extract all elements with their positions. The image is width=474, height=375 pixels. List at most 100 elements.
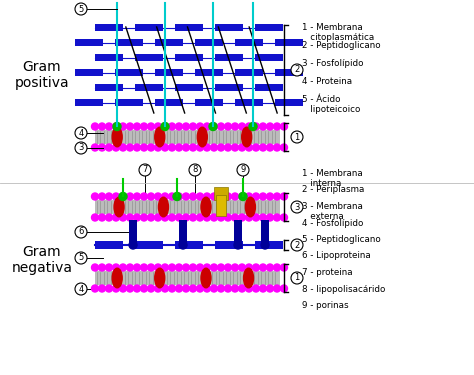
Circle shape: [168, 214, 175, 221]
Circle shape: [203, 264, 210, 271]
Circle shape: [75, 127, 87, 139]
Circle shape: [259, 144, 266, 151]
Circle shape: [281, 214, 288, 221]
Circle shape: [134, 123, 140, 130]
Circle shape: [231, 285, 238, 292]
Bar: [214, 188, 228, 200]
Circle shape: [140, 264, 147, 271]
Circle shape: [234, 241, 242, 249]
Text: 2 - Peptidoglicano: 2 - Peptidoglicano: [302, 41, 381, 50]
Text: 3 - Fosfolípido: 3 - Fosfolípido: [302, 59, 364, 68]
Circle shape: [189, 164, 201, 176]
Text: 1: 1: [294, 132, 300, 141]
Bar: [215, 241, 243, 249]
Circle shape: [182, 285, 190, 292]
Bar: [75, 99, 103, 106]
Circle shape: [119, 285, 127, 292]
Circle shape: [119, 144, 127, 151]
Circle shape: [197, 193, 203, 200]
Ellipse shape: [197, 127, 207, 147]
Circle shape: [75, 252, 87, 264]
Circle shape: [140, 123, 147, 130]
Circle shape: [259, 123, 266, 130]
Text: 1 - Membrana
   citoplasmática: 1 - Membrana citoplasmática: [302, 23, 374, 42]
Text: 1: 1: [294, 273, 300, 282]
Circle shape: [218, 264, 225, 271]
Bar: [75, 39, 103, 46]
Ellipse shape: [114, 197, 124, 217]
Text: 1 - Membrana
   interna: 1 - Membrana interna: [302, 169, 363, 188]
Circle shape: [155, 144, 162, 151]
Circle shape: [112, 264, 119, 271]
Ellipse shape: [155, 268, 165, 288]
Circle shape: [225, 123, 231, 130]
Circle shape: [203, 285, 210, 292]
Bar: [115, 99, 143, 106]
Circle shape: [162, 214, 168, 221]
Circle shape: [106, 123, 112, 130]
Circle shape: [259, 285, 266, 292]
Bar: [95, 25, 280, 115]
Circle shape: [266, 144, 273, 151]
Circle shape: [210, 123, 218, 130]
Ellipse shape: [155, 127, 165, 147]
Circle shape: [210, 285, 218, 292]
Bar: [95, 24, 123, 31]
Text: 9 - porinas: 9 - porinas: [302, 301, 348, 310]
Circle shape: [225, 193, 231, 200]
Ellipse shape: [242, 127, 252, 147]
Circle shape: [119, 214, 127, 221]
Circle shape: [106, 214, 112, 221]
Circle shape: [75, 142, 87, 154]
Circle shape: [225, 214, 231, 221]
Circle shape: [231, 264, 238, 271]
Circle shape: [291, 131, 303, 143]
Circle shape: [162, 285, 168, 292]
Circle shape: [91, 285, 99, 292]
Circle shape: [190, 214, 197, 221]
Circle shape: [253, 285, 259, 292]
Circle shape: [210, 193, 218, 200]
Circle shape: [253, 193, 259, 200]
Circle shape: [291, 201, 303, 213]
Circle shape: [119, 192, 127, 201]
Ellipse shape: [201, 197, 211, 217]
Circle shape: [99, 285, 106, 292]
Circle shape: [140, 214, 147, 221]
Circle shape: [238, 285, 246, 292]
Circle shape: [99, 214, 106, 221]
Circle shape: [190, 123, 197, 130]
Circle shape: [197, 285, 203, 292]
Circle shape: [147, 264, 155, 271]
Bar: [275, 69, 303, 76]
Ellipse shape: [201, 268, 211, 288]
Text: 3 - Membrana
   externa: 3 - Membrana externa: [302, 202, 363, 221]
Circle shape: [175, 193, 182, 200]
Circle shape: [238, 123, 246, 130]
Circle shape: [127, 144, 134, 151]
Bar: [216, 195, 226, 216]
Circle shape: [91, 264, 99, 271]
Circle shape: [190, 264, 197, 271]
Circle shape: [225, 285, 231, 292]
Circle shape: [113, 123, 121, 130]
Circle shape: [238, 264, 246, 271]
Circle shape: [112, 214, 119, 221]
Circle shape: [218, 285, 225, 292]
Circle shape: [99, 144, 106, 151]
Circle shape: [112, 144, 119, 151]
Circle shape: [210, 214, 218, 221]
Circle shape: [281, 193, 288, 200]
Bar: [235, 69, 263, 76]
Circle shape: [119, 193, 127, 200]
Bar: [155, 99, 183, 106]
Bar: [179, 220, 187, 244]
Circle shape: [112, 193, 119, 200]
Circle shape: [259, 193, 266, 200]
Circle shape: [238, 193, 246, 200]
Circle shape: [140, 144, 147, 151]
Circle shape: [218, 193, 225, 200]
Circle shape: [91, 193, 99, 200]
Bar: [115, 69, 143, 76]
Bar: [115, 39, 143, 46]
